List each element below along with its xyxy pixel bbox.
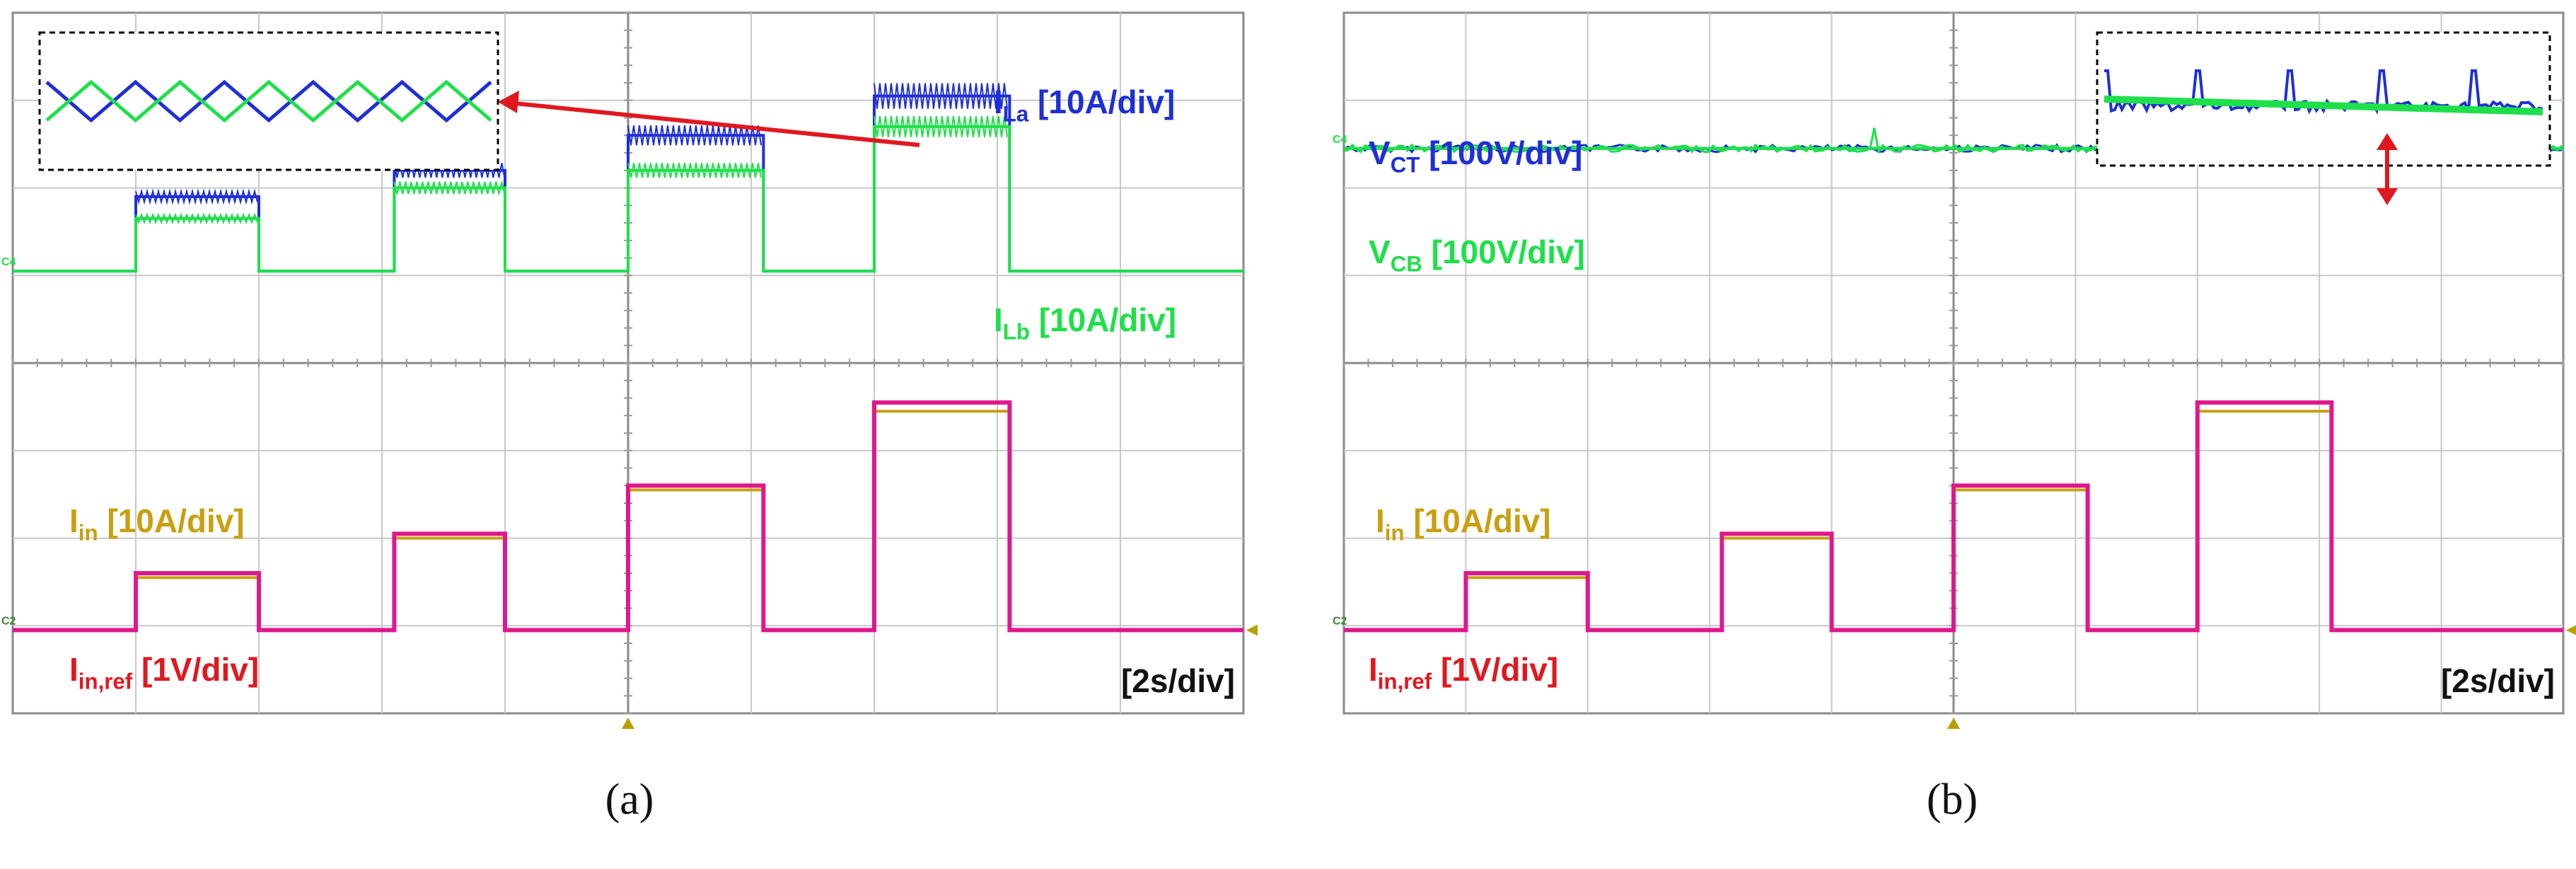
label-scale: [1V/div] [132, 651, 259, 688]
ripple-band [874, 115, 1008, 137]
ripple-band [393, 181, 506, 195]
label-main: I [994, 301, 1003, 338]
trigger-marker [622, 718, 634, 729]
label-scale: [1V/div] [1432, 651, 1558, 688]
arrow-head [498, 91, 519, 113]
arrow-head-up [2377, 133, 2398, 150]
time-scale-label: [2s/div] [1121, 662, 1235, 699]
label-sub: La [1003, 102, 1029, 127]
label-ilb: ILb [10A/div] [994, 301, 1176, 345]
zoom-arrow [507, 100, 920, 147]
ripple-band [627, 125, 762, 146]
label-main: V [1369, 134, 1391, 171]
center-ticks [12, 12, 1244, 714]
trigger-marker [1947, 718, 1960, 729]
ripple-band [874, 83, 1008, 109]
label-scale: [10A/div] [1030, 301, 1176, 338]
label-scale: [10A/div] [1028, 84, 1175, 120]
label-scale: [10A/div] [98, 502, 245, 539]
label-main: I [69, 502, 79, 539]
label-main: V [1369, 234, 1391, 270]
label-iin: Iin [10A/div] [69, 502, 245, 546]
label-sub: in [79, 521, 98, 546]
label-main: I [1376, 502, 1385, 539]
inset-trace-vct [2104, 69, 2543, 115]
label-scale: [100V/div] [1422, 234, 1585, 270]
ripple-band [135, 188, 258, 205]
series-iinref [1344, 400, 2563, 633]
label-scale: [10A/div] [1405, 502, 1551, 539]
label-ila: ILa [10A/div] [994, 84, 1175, 127]
label-iin: Iin [10A/div] [1376, 502, 1551, 546]
arrow-head-down [2377, 188, 2398, 205]
series-line [13, 400, 1243, 633]
label-iref: Iin,ref [1V/div] [1369, 651, 1558, 694]
label-scale: [100V/div] [1420, 134, 1582, 171]
label-sub: in,ref [79, 669, 133, 694]
channel-marker-lower: C2 [1333, 615, 1347, 627]
channel-marker-upper: C4 [1, 256, 16, 268]
label-main: I [994, 84, 1003, 120]
label-sub: in,ref [1378, 669, 1432, 694]
label-sub: CB [1391, 252, 1422, 277]
center-ticks [1343, 12, 2564, 714]
label-sub: CT [1391, 153, 1420, 178]
label-vct: VCT [100V/div] [1369, 134, 1582, 178]
inset-trace-ila [45, 79, 492, 123]
series-iinref [13, 400, 1243, 633]
inset-trace-vcb [2104, 96, 2543, 115]
panel-caption: (a) [605, 776, 654, 824]
level-marker [1246, 624, 1258, 636]
label-main: I [1369, 651, 1378, 688]
label-sub: in [1385, 521, 1405, 546]
level-marker [2566, 625, 2576, 635]
ripple-band [135, 212, 258, 225]
label-iref: Iin,ref [1V/div] [69, 651, 259, 694]
inset-box [38, 31, 499, 171]
series-ilb [13, 115, 1243, 273]
panel-caption: (b) [1927, 776, 1978, 824]
series-line [1344, 400, 2563, 633]
ripple-band [627, 163, 762, 178]
inset-trace-ilb [45, 79, 492, 123]
channel-marker-lower: C2 [1, 615, 16, 627]
label-sub: Lb [1003, 320, 1030, 345]
label-vcb: VCB [100V/div] [1369, 234, 1585, 277]
label-main: I [69, 651, 79, 688]
time-scale-label: [2s/div] [2441, 662, 2555, 699]
channel-marker-upper: C4 [1333, 134, 1347, 146]
